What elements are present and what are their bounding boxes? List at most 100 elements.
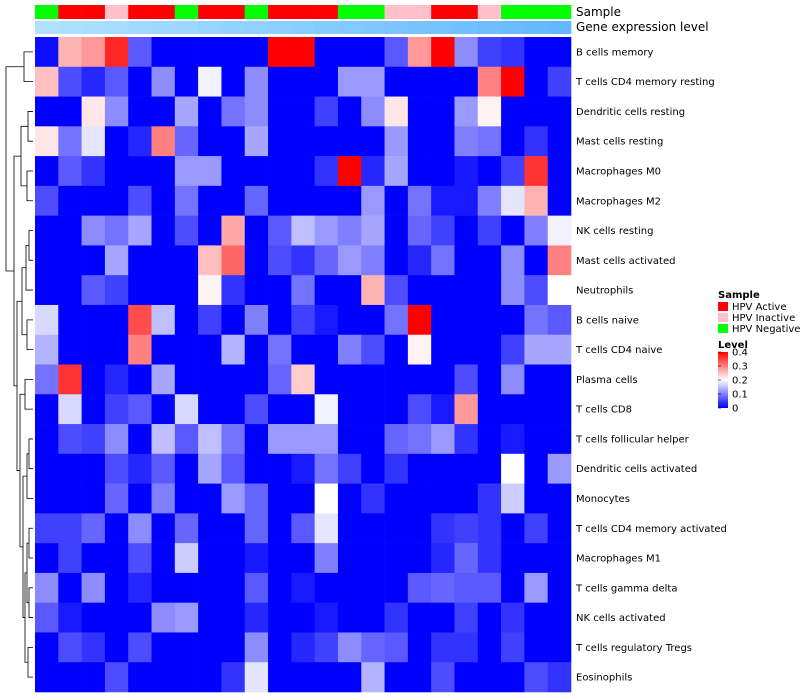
heatmap-cell: [547, 126, 572, 157]
heatmap-cell: [104, 572, 129, 603]
expression-annot-cell: [547, 21, 572, 34]
heatmap-cell: [501, 96, 525, 127]
heatmap-cell: [221, 304, 246, 336]
heatmap-cell: [244, 37, 269, 68]
heatmap-cell: [524, 156, 548, 187]
expression-annot-cell: [524, 21, 548, 34]
heatmap-cell: [198, 185, 222, 216]
heatmap-cell: [524, 334, 548, 365]
heatmap-cell: [501, 185, 525, 216]
heatmap-cell: [384, 37, 409, 68]
heatmap-cell: [524, 126, 548, 157]
heatmap-cell: [407, 632, 432, 663]
heatmap-cell: [431, 394, 455, 425]
heatmap-cell: [501, 215, 525, 246]
heatmap-cell: [407, 245, 432, 276]
heatmap-cell: [384, 66, 409, 97]
sample-annot-cell: [221, 5, 246, 19]
heatmap-cell: [151, 602, 176, 633]
heatmap-cell: [174, 394, 199, 425]
row-label: Monocytes: [576, 494, 630, 505]
heatmap-cells: [35, 37, 572, 693]
heatmap-cell: [198, 96, 222, 127]
expression-annot-cell: [128, 21, 152, 34]
expression-annot-cell: [407, 21, 432, 34]
heatmap-cell: [501, 37, 525, 68]
heatmap-cell: [35, 572, 59, 603]
sample-annot-cell: [198, 5, 222, 19]
expression-level-annotation-bar: [35, 21, 572, 34]
heatmap-cell: [198, 394, 222, 425]
expression-annot-cell: [477, 21, 502, 34]
row-label: Plasma cells: [576, 375, 638, 386]
expression-annot-cell: [454, 21, 479, 34]
heatmap-cell: [244, 304, 269, 336]
expression-annot-cell: [81, 21, 106, 34]
row-label: Neutrophils: [576, 286, 633, 297]
heatmap-cell: [104, 275, 129, 306]
heatmap-cell: [524, 602, 548, 633]
heatmap-cell: [128, 513, 152, 544]
heatmap-cell: [268, 334, 292, 365]
heatmap-cell: [244, 453, 269, 484]
heatmap-cell: [81, 126, 106, 157]
heatmap-cell: [244, 662, 269, 693]
heatmap-cell: [524, 394, 548, 425]
legend-label-hpv-active: HPV Active: [732, 302, 787, 313]
heatmap-cell: [337, 126, 362, 157]
heatmap-cell: [268, 543, 292, 574]
heatmap-cell: [81, 543, 106, 574]
row-label: Macrophages M1: [576, 554, 661, 565]
heatmap-cell: [128, 37, 152, 68]
heatmap-cell: [104, 543, 129, 574]
heatmap-cell: [314, 215, 339, 246]
heatmap-cell: [314, 156, 339, 187]
heatmap-cell: [547, 662, 572, 693]
heatmap-cell: [384, 275, 409, 306]
row-label: Dendritic cells resting: [576, 107, 685, 118]
heatmap-cell: [337, 572, 362, 603]
heatmap-cell: [58, 424, 82, 455]
sample-annot-cell: [81, 5, 106, 19]
heatmap-cell: [244, 156, 269, 187]
heatmap-cell: [337, 483, 362, 514]
heatmap-cell: [384, 662, 409, 693]
heatmap-cell: [337, 334, 362, 365]
heatmap-cell: [198, 602, 222, 633]
heatmap-cell: [291, 632, 315, 663]
heatmap-cell: [221, 424, 246, 455]
heatmap-cell: [384, 334, 409, 365]
expression-annot-cell: [431, 21, 455, 34]
expression-annot-cell: [244, 21, 269, 34]
legend-swatch-hpv-negative: [718, 324, 728, 333]
expression-annot-cell: [291, 21, 315, 34]
heatmap-cell: [524, 185, 548, 216]
heatmap-cell: [151, 364, 176, 395]
heatmap-cell: [244, 96, 269, 127]
heatmap-cell: [291, 513, 315, 544]
heatmap-cell: [81, 37, 106, 68]
heatmap-cell: [174, 364, 199, 395]
heatmap-cell: [477, 364, 502, 395]
heatmap-cell: [501, 424, 525, 455]
dendrogram-link: [26, 319, 33, 351]
heatmap-cell: [454, 334, 479, 365]
heatmap-cell: [35, 126, 59, 157]
heatmap-cell: [547, 156, 572, 187]
heatmap-cell: [198, 453, 222, 484]
heatmap-cell: [35, 483, 59, 514]
heatmap-cell: [384, 185, 409, 216]
heatmap-cell: [58, 513, 82, 544]
heatmap-cell: [407, 364, 432, 395]
row-label: T cells follicular helper: [575, 434, 690, 445]
heatmap-cell: [547, 543, 572, 574]
heatmap-cell: [361, 483, 385, 514]
heatmap-cell: [431, 513, 455, 544]
heatmap-cell: [174, 37, 199, 68]
heatmap-cell: [337, 394, 362, 425]
row-dendrogram: [5, 51, 33, 678]
heatmap-cell: [198, 66, 222, 97]
heatmap-cell: [244, 364, 269, 395]
heatmap-cell: [268, 245, 292, 276]
heatmap-cell: [58, 483, 82, 514]
